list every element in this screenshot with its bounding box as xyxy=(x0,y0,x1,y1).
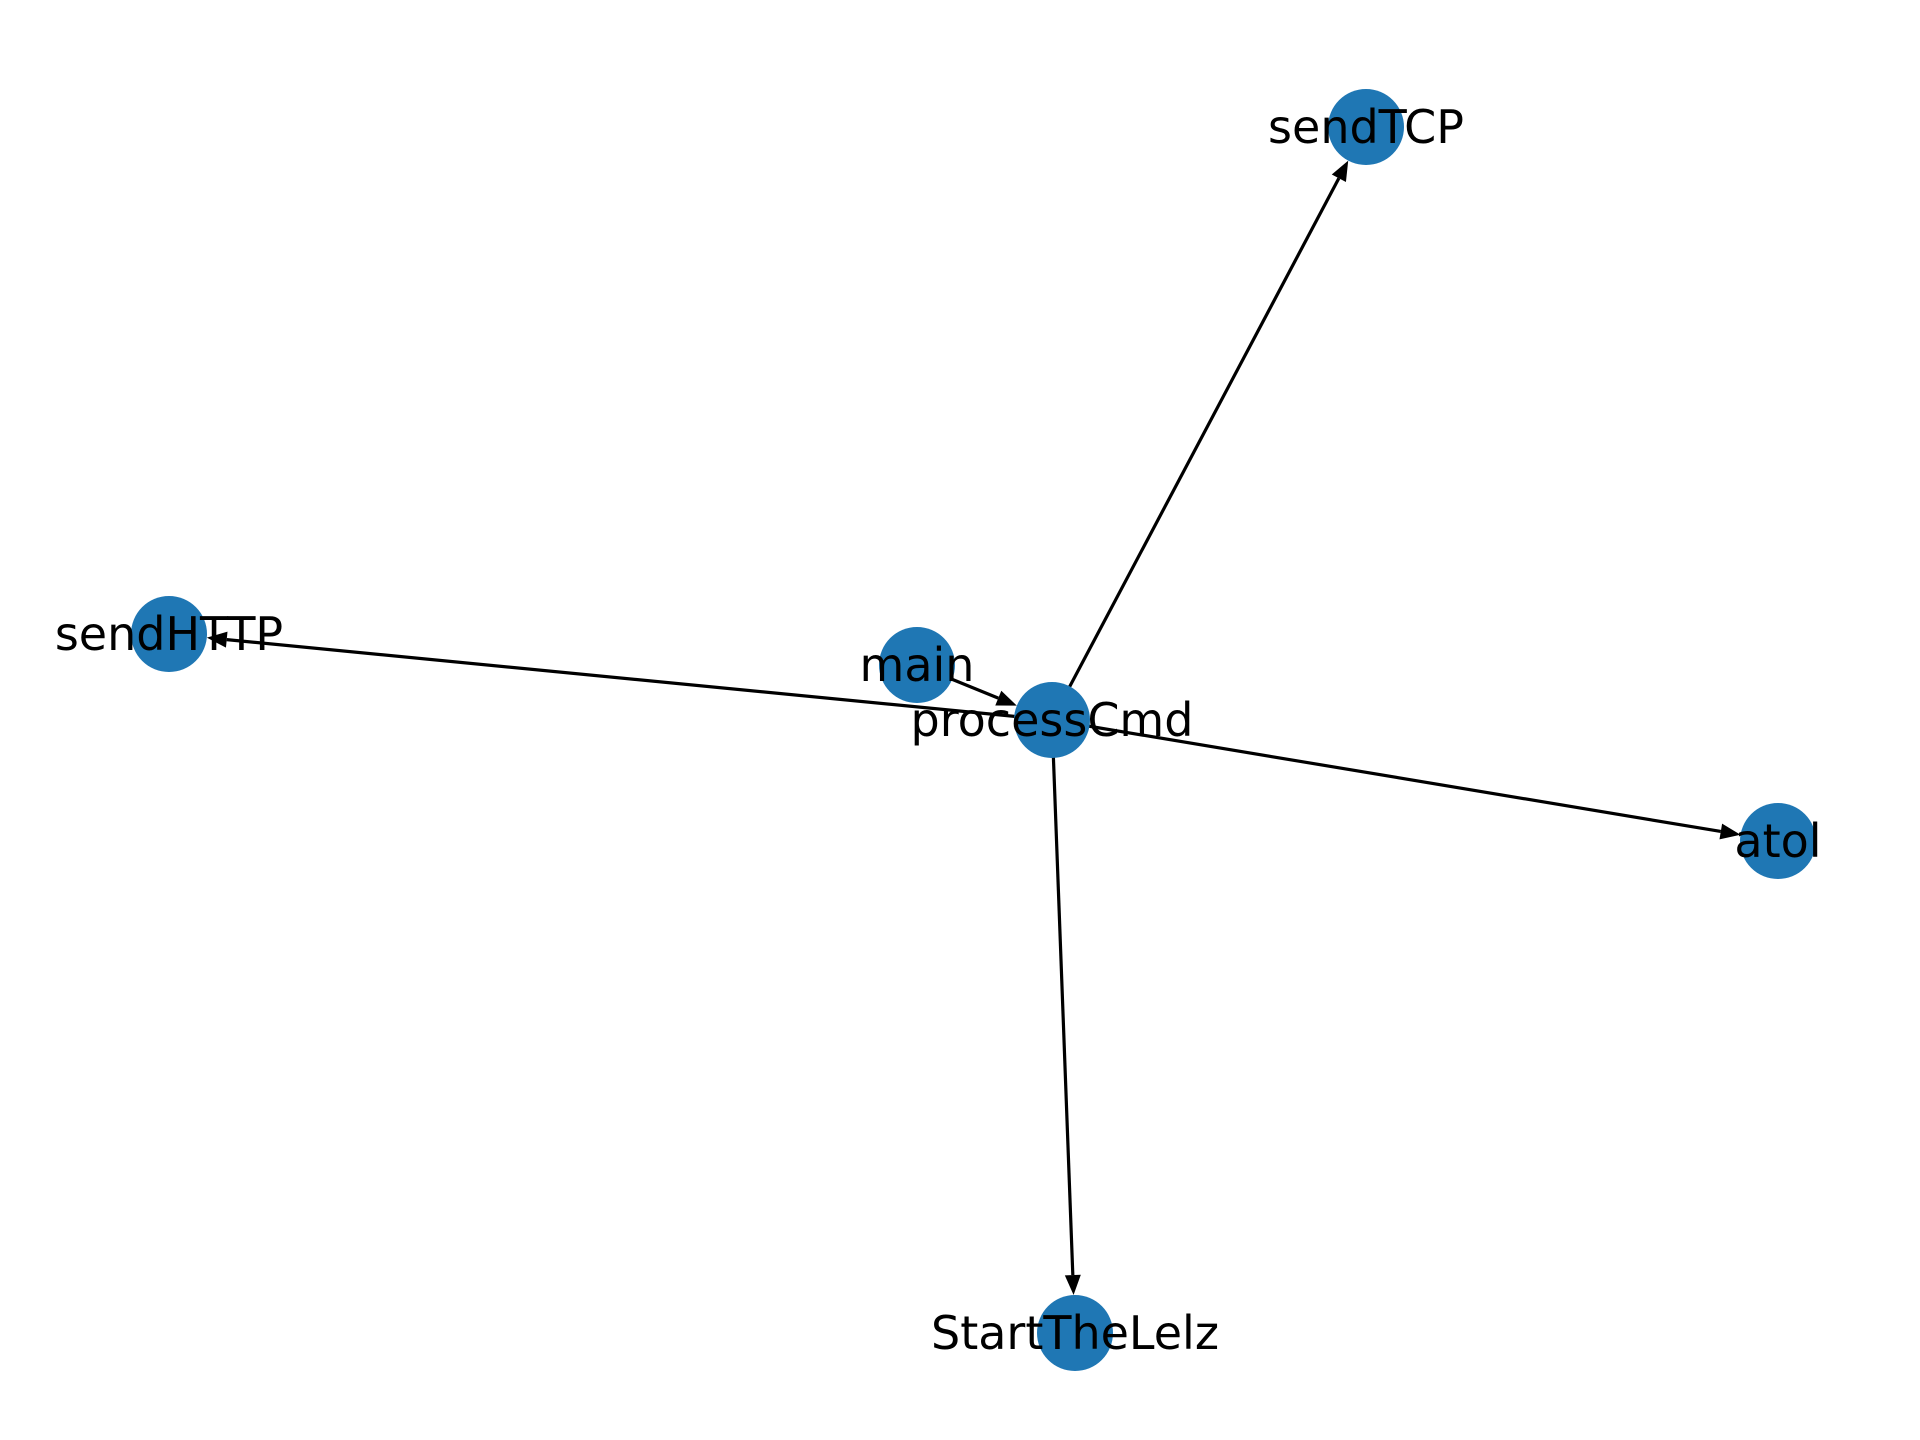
node-label-main: main xyxy=(860,638,975,692)
arrowhead-processCmd-to-StartTheLelz xyxy=(1064,1274,1081,1296)
edge-processCmd-to-sendTCP xyxy=(1050,177,1341,721)
node-main xyxy=(879,627,955,703)
node-sendTCP xyxy=(1328,89,1404,165)
node-label-sendHTTP: sendHTTP xyxy=(55,607,283,661)
node-label-StartTheLelz: StartTheLelz xyxy=(931,1306,1219,1360)
edge-processCmd-to-StartTheLelz xyxy=(1050,719,1075,1276)
node-label-processCmd: processCmd xyxy=(911,693,1194,747)
arrowhead-processCmd-to-atol xyxy=(1719,823,1741,840)
node-label-atol: atol xyxy=(1734,814,1821,868)
node-atol xyxy=(1740,803,1816,879)
arrowhead-processCmd-to-sendHTTP xyxy=(206,631,228,648)
node-StartTheLelz xyxy=(1037,1295,1113,1371)
nodes-layer xyxy=(131,89,1816,1371)
edges-layer xyxy=(206,160,1741,1296)
arrowhead-main-to-processCmd xyxy=(995,690,1017,706)
arrowhead-processCmd-to-sendTCP xyxy=(1331,160,1349,183)
node-label-sendTCP: sendTCP xyxy=(1268,100,1464,154)
node-sendHTTP xyxy=(131,596,207,672)
edge-processCmd-to-sendHTTP xyxy=(226,638,1053,722)
node-processCmd xyxy=(1014,682,1090,758)
edge-processCmd-to-atol xyxy=(1051,718,1722,834)
